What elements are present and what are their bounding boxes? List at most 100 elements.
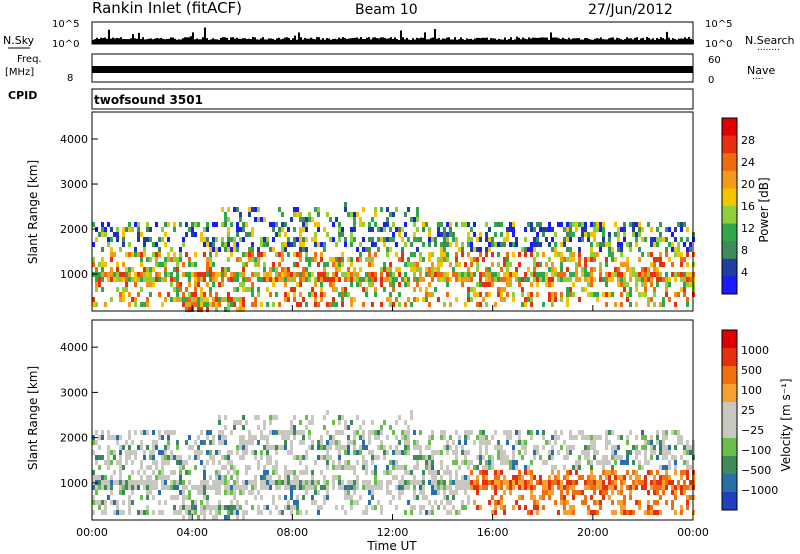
- heatmap-cell: [170, 430, 173, 435]
- heatmap-cell: [233, 485, 236, 490]
- heatmap-cell: [260, 237, 263, 242]
- heatmap-cell: [563, 455, 566, 460]
- heatmap-cell: [320, 252, 323, 257]
- heatmap-cell: [590, 232, 593, 237]
- heatmap-cell: [137, 485, 140, 490]
- heatmap-cell: [611, 480, 614, 485]
- heatmap-cell: [92, 495, 95, 500]
- noise-bar: [412, 38, 414, 44]
- heatmap-cell: [293, 470, 296, 475]
- heatmap-cell: [308, 262, 311, 267]
- heatmap-cell: [368, 277, 371, 282]
- noise-bar: [592, 39, 594, 44]
- heatmap-cell: [113, 455, 116, 460]
- heatmap-cell: [620, 247, 623, 252]
- heatmap-cell: [560, 277, 563, 282]
- heatmap-cell: [92, 500, 95, 505]
- heatmap-cell: [554, 465, 557, 470]
- heatmap-cell: [632, 480, 635, 485]
- heatmap-cell: [500, 460, 503, 465]
- heatmap-cell: [665, 445, 668, 450]
- heatmap-cell: [485, 252, 488, 257]
- heatmap-cell: [572, 435, 575, 440]
- heatmap-cell: [110, 252, 113, 257]
- noise-bar: [648, 37, 650, 44]
- noise-bar: [552, 37, 554, 44]
- heatmap-cell: [536, 272, 539, 277]
- noise-bar: [224, 37, 226, 44]
- heatmap-cell: [359, 445, 362, 450]
- heatmap-cell: [452, 440, 455, 445]
- heatmap-cell: [458, 247, 461, 252]
- heatmap-cell: [557, 475, 560, 480]
- heatmap-cell: [533, 505, 536, 510]
- heatmap-cell: [131, 252, 134, 257]
- heatmap-cell: [338, 465, 341, 470]
- heatmap-cell: [143, 252, 146, 257]
- noise-bar: [164, 39, 166, 44]
- heatmap-cell: [584, 485, 587, 490]
- heatmap-cell: [404, 262, 407, 267]
- heatmap-cell: [146, 272, 149, 277]
- heatmap-cell: [371, 470, 374, 475]
- noise-bar: [352, 38, 354, 44]
- heatmap-cell: [617, 242, 620, 247]
- heatmap-cell: [593, 227, 596, 232]
- noise-bar: [194, 39, 196, 44]
- heatmap-cell: [341, 252, 344, 257]
- heatmap-cell: [260, 430, 263, 435]
- heatmap-cell: [455, 470, 458, 475]
- heatmap-cell: [551, 297, 554, 302]
- heatmap-cell: [686, 475, 689, 480]
- noise-bar: [92, 39, 94, 44]
- heatmap-cell: [674, 430, 677, 435]
- heatmap-cell: [194, 292, 197, 297]
- heatmap-cell: [638, 257, 641, 262]
- heatmap-cell: [626, 282, 629, 287]
- heatmap-cell: [548, 455, 551, 460]
- heatmap-cell: [338, 440, 341, 445]
- heatmap-cell: [218, 460, 221, 465]
- heatmap-cell: [287, 470, 290, 475]
- heatmap-cell: [131, 485, 134, 490]
- heatmap-cell: [656, 267, 659, 272]
- heatmap-cell: [503, 475, 506, 480]
- heatmap-cell: [674, 247, 677, 252]
- noise-bar: [248, 38, 250, 44]
- heatmap-cell: [224, 242, 227, 247]
- heatmap-cell: [371, 302, 374, 307]
- heatmap-cell: [203, 297, 206, 302]
- heatmap-cell: [500, 287, 503, 292]
- heatmap-cell: [371, 430, 374, 435]
- heatmap-cell: [518, 495, 521, 500]
- heatmap-cell: [242, 277, 245, 282]
- heatmap-cell: [239, 302, 242, 307]
- heatmap-cell: [155, 480, 158, 485]
- noise-bar: [524, 38, 526, 44]
- heatmap-cell: [227, 450, 230, 455]
- heatmap-cell: [602, 465, 605, 470]
- heatmap-cell: [209, 262, 212, 267]
- heatmap-cell: [329, 257, 332, 262]
- heatmap-cell: [605, 277, 608, 282]
- heatmap-cell: [320, 282, 323, 287]
- heatmap-cell: [161, 460, 164, 465]
- heatmap-cell: [689, 272, 692, 277]
- heatmap-cell: [302, 430, 305, 435]
- heatmap-cell: [620, 227, 623, 232]
- heatmap-cell: [299, 217, 302, 222]
- heatmap-cell: [263, 277, 266, 282]
- heatmap-cell: [458, 440, 461, 445]
- heatmap-cell: [473, 485, 476, 490]
- heatmap-cell: [188, 292, 191, 297]
- heatmap-cell: [281, 247, 284, 252]
- heatmap-cell: [593, 475, 596, 480]
- heatmap-cell: [236, 450, 239, 455]
- heatmap-cell: [164, 450, 167, 455]
- heatmap-cell: [416, 445, 419, 450]
- heatmap-cell: [464, 490, 467, 495]
- heatmap-cell: [617, 475, 620, 480]
- heatmap-cell: [539, 480, 542, 485]
- heatmap-cell: [395, 435, 398, 440]
- heatmap-cell: [209, 302, 212, 307]
